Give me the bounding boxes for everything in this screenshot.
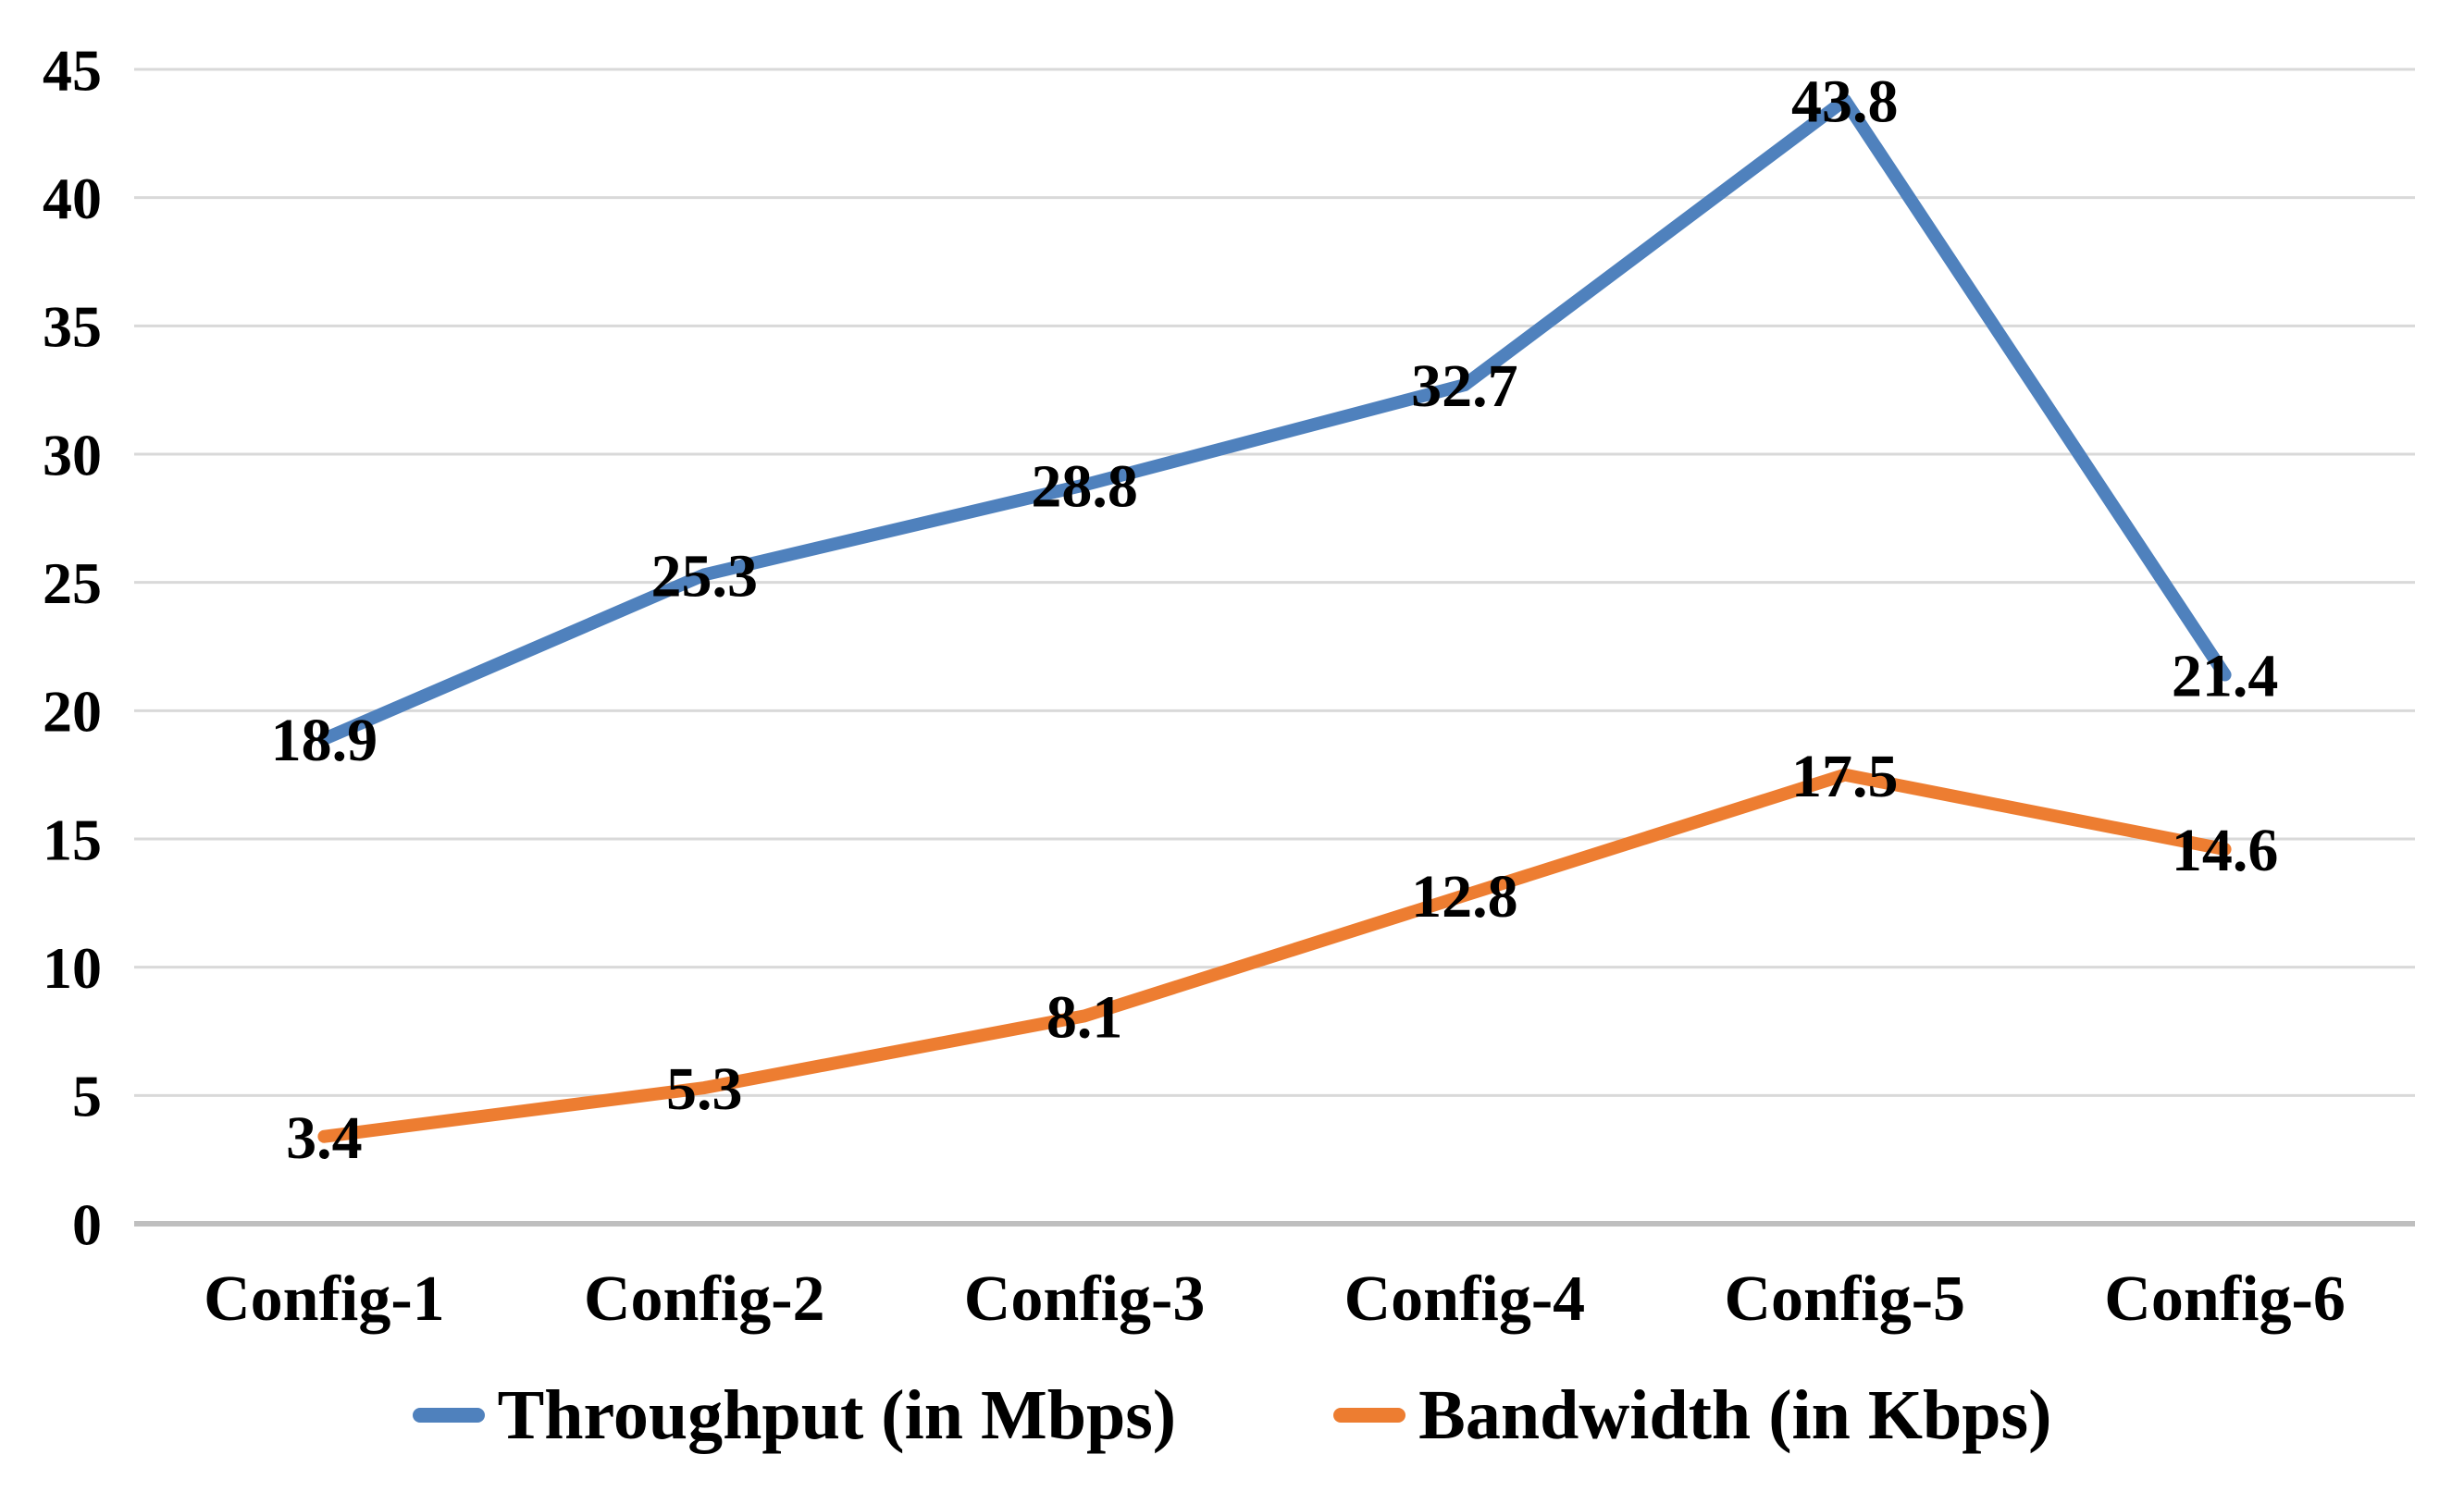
data-label: 5.3 [666,1055,743,1123]
legend-item: Bandwidth (in Kbps) [1333,1380,2051,1450]
series-group [317,93,2232,1143]
legend-item: Throughput (in Mbps) [412,1376,1177,1454]
x-category-label: Config-4 [1344,1264,1586,1335]
series-line-0 [317,93,2232,746]
y-tick-label: 0 [72,1191,102,1257]
data-label: 14.6 [2172,817,2279,884]
data-labels-group: 18.9 25.3 28.8 32.7 43.8 21.4 3.4 5.3 8.1 12.8 17.… [271,68,2279,1171]
legend-label: Bandwidth (in Kbps) [1418,1376,2052,1454]
gridlines-group [134,68,2415,1227]
data-label: 21.4 [2172,643,2279,710]
x-category-label: Config-2 [584,1264,825,1335]
y-tick-label: 30 [43,422,102,487]
data-label: 12.8 [1411,863,1518,931]
y-tick-label: 25 [43,550,102,616]
series-line-1 [317,768,2232,1143]
y-axis-labels-group: 0 5 10 15 20 25 30 35 40 45 [43,37,102,1257]
data-label: 43.8 [1791,68,1899,135]
data-label: 25.3 [651,542,759,610]
legend-label: Throughput (in Mbps) [497,1376,1177,1454]
y-tick-label: 45 [43,37,102,103]
y-tick-label: 5 [72,1064,102,1129]
legend-line-swatch [1333,1408,1406,1423]
x-category-label: Config-3 [964,1264,1206,1335]
data-label: 32.7 [1411,352,1518,420]
legend-line-swatch [412,1408,485,1423]
data-label: 18.9 [271,707,378,774]
chart-legend: Throughput (in Mbps) Bandwidth (in Kbps) [0,1380,2464,1450]
x-category-label: Config-1 [204,1264,445,1335]
data-label: 17.5 [1791,743,1899,810]
y-tick-label: 35 [43,294,102,360]
data-label: 28.8 [1031,452,1138,520]
x-axis-labels-group: Config-1 Config-2 Config-3 Config-4 Config-5… [204,1264,2346,1335]
y-tick-label: 15 [43,807,102,872]
data-label: 3.4 [286,1104,363,1172]
y-tick-label: 20 [43,679,102,745]
y-tick-label: 10 [43,935,102,1001]
data-label: 8.1 [1046,983,1123,1051]
x-category-label: Config-5 [1724,1264,1965,1335]
y-tick-label: 40 [43,166,102,231]
x-category-label: Config-6 [2104,1264,2346,1335]
